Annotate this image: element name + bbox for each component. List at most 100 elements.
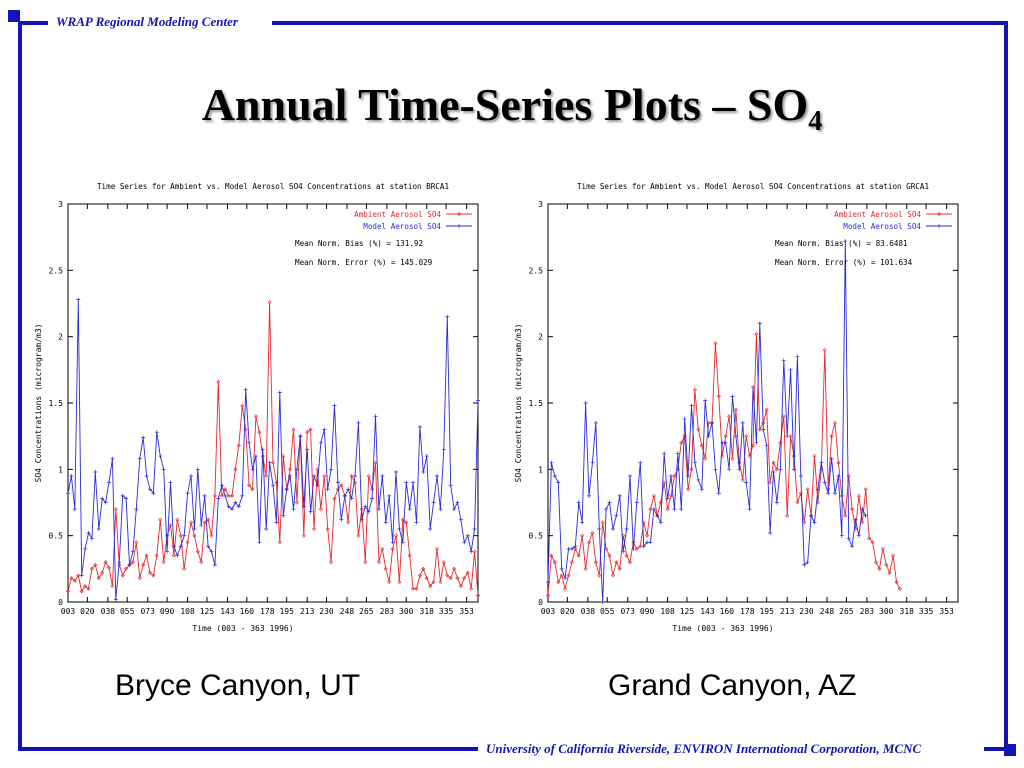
data-point-ambient [240,403,245,408]
data-point-ambient [216,379,221,384]
data-point-ambient [627,560,633,565]
x-tick-label: 090 [640,607,655,616]
series-line-model [547,241,867,603]
data-point-ambient [730,456,735,461]
data-point-model [662,451,667,456]
data-point-ambient [593,560,598,565]
data-point-ambient [134,540,139,545]
data-point-model [778,467,783,472]
data-point-ambient [445,573,450,578]
data-point-ambient [120,573,125,578]
data-point-model [822,480,827,485]
data-point-model [764,443,769,448]
data-point-ambient [93,562,98,567]
data-point-model [448,483,453,488]
data-point-ambient [607,553,612,558]
data-point-model [134,507,139,512]
data-point-ambient [270,460,276,465]
data-point-ambient [96,576,101,581]
data-point-model [836,473,841,478]
data-point-model [86,531,91,536]
data-point-model [206,544,211,549]
x-tick-label: 283 [380,607,395,616]
data-point-model [781,358,786,363]
data-point-ambient [366,473,371,478]
data-point-ambient [264,473,269,478]
stats-text: Mean Norm. Bias (%) = 83.6481 [775,239,908,248]
x-tick-label: 318 [900,607,915,616]
data-point-ambient [414,586,419,591]
data-point-model [230,507,234,512]
legend-marker [456,211,462,217]
frame-bottom-right [984,747,1008,751]
chart-title: Time Series for Ambient vs. Model Aeroso… [577,182,929,191]
data-point-model [792,467,796,472]
data-point-ambient [891,553,896,558]
series-line-ambient [67,302,479,596]
data-point-model [342,493,347,498]
data-point-ambient [434,546,440,551]
y-tick-label: 2 [538,333,543,342]
data-point-model [363,504,368,509]
legend-label: Ambient Aerosol SO4 [354,210,441,219]
data-point-ambient [185,540,190,545]
data-point-model [846,536,851,541]
data-point-model [604,507,609,512]
data-point-ambient [322,473,327,478]
data-point-model [253,454,258,459]
data-point-model [713,467,718,472]
data-point-model [856,533,861,538]
data-point-model [607,500,612,505]
x-tick-label: 300 [879,607,894,616]
data-point-ambient [617,566,622,571]
data-point-model [675,451,680,456]
data-point-ambient [860,520,865,525]
y-tick-label: 0.5 [49,532,64,541]
data-point-ambient [576,553,581,558]
data-point-model [583,401,588,405]
data-point-ambient [815,500,820,505]
data-point-ambient [69,576,74,581]
time-series-chart-grand-canyon: Time Series for Ambient vs. Model Aeroso… [512,177,966,637]
x-tick-label: 090 [160,607,175,616]
data-point-model [168,480,173,485]
data-point-ambient [329,560,334,565]
data-point-ambient [552,560,557,565]
x-tick-label: 335 [439,607,454,616]
data-point-model [593,420,598,425]
data-point-model [716,491,721,496]
data-point-ambient [597,573,602,578]
x-tick-label: 143 [220,607,235,616]
data-point-ambient [86,586,91,591]
data-point-model [411,480,416,485]
data-point-model [154,430,159,435]
data-point-ambient [573,546,578,551]
data-point-model [329,467,334,472]
data-point-ambient [645,533,650,538]
data-point-model [110,456,115,461]
data-point-model [189,473,193,478]
data-point-ambient [206,517,211,522]
y-tick-label: 3 [58,200,63,209]
data-point-model [655,513,660,518]
data-point-ambient [877,566,882,571]
data-point-model [414,520,419,525]
data-point-ambient [370,487,375,492]
data-point-model [417,424,422,429]
chart-title: Time Series for Ambient vs. Model Aeroso… [97,182,449,191]
data-point-model [312,473,316,478]
x-tick-label: 073 [140,607,155,616]
data-point-ambient [559,573,564,578]
data-point-ambient [563,586,568,591]
data-point-ambient [417,573,422,578]
data-point-ambient [604,546,609,551]
data-point-ambient [339,483,344,488]
data-point-model [826,491,831,496]
data-point-model [250,467,255,472]
data-point-ambient [727,414,732,419]
data-point-ambient [89,566,94,571]
data-point-ambient [798,491,803,496]
data-point-ambient [832,420,838,425]
data-point-model [271,483,275,488]
data-point-ambient [590,530,595,536]
